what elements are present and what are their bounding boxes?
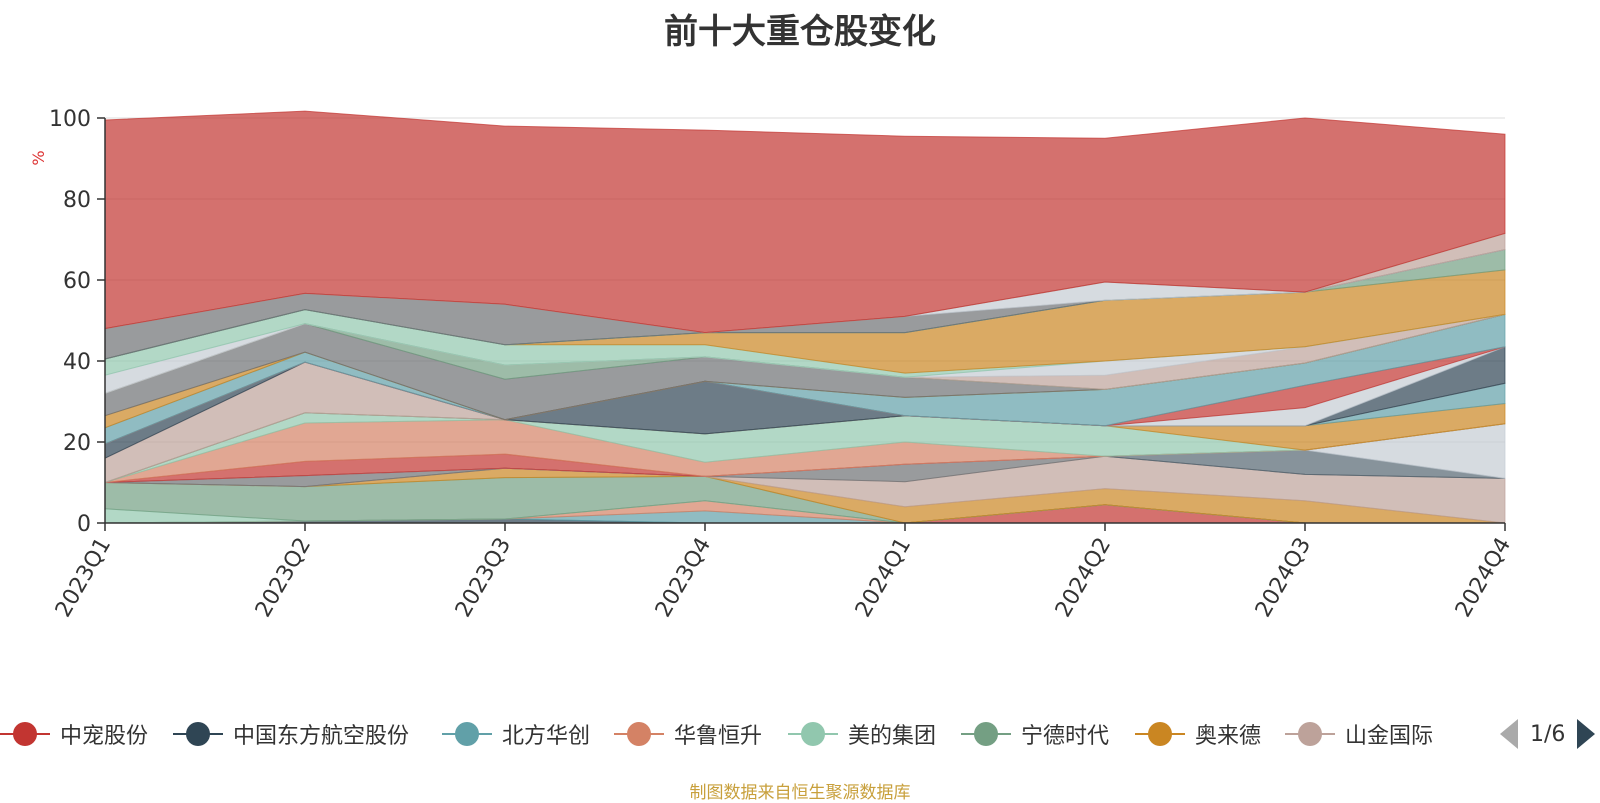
legend-dot (1148, 722, 1172, 746)
legend-dot (974, 722, 998, 746)
legend-marker-icon (1135, 714, 1185, 754)
legend-marker-icon (961, 714, 1011, 754)
legend-item[interactable]: 中国东方航空股份 (173, 714, 409, 754)
legend-item[interactable]: 奥来德 (1135, 714, 1261, 754)
area-series[interactable] (104, 110, 1506, 334)
pager-text: 1/6 (1530, 721, 1566, 747)
pager-next-icon[interactable] (1577, 719, 1596, 749)
legend-item[interactable]: 山金国际 (1285, 714, 1433, 754)
legend-label: 北方华创 (502, 724, 591, 749)
legend-marker-icon (442, 714, 492, 754)
legend-item[interactable]: 华鲁恒升 (614, 714, 762, 754)
legend-dot (627, 722, 651, 746)
x-tick-label: 2023Q2 (251, 534, 316, 622)
legend-item[interactable]: 北方华创 (442, 714, 590, 754)
y-axis-label: % (29, 150, 48, 165)
legend-marker-icon (173, 714, 223, 754)
x-tick-label: 2023Q3 (451, 534, 516, 622)
pager-prev-icon[interactable] (1500, 719, 1518, 749)
legend-item[interactable]: 美的集团 (788, 714, 936, 754)
x-tick-label: 2024Q4 (1451, 534, 1516, 622)
x-tick-label: 2023Q1 (51, 534, 116, 622)
stacked-area-chart: 0 20 40 60 80 100% 2023Q1 2023Q2 2023Q3 2023Q4 202… (29, 107, 1516, 622)
legend-dot (13, 722, 37, 746)
y-tick-label: 20 (63, 431, 91, 456)
x-tick-label: 2024Q2 (1051, 534, 1116, 622)
area-layer (104, 110, 1506, 524)
legend-dot (1298, 722, 1322, 746)
y-tick-label: 80 (63, 188, 91, 213)
legend-label: 奥来德 (1195, 724, 1262, 749)
legend-item[interactable]: 中宠股份 (0, 714, 148, 754)
legend: 中宠股份 中国东方航空股份 北方华创 华鲁恒升 美的集团 宁德时代 奥来德 山金国际 1/6 (0, 706, 1600, 762)
legend-label: 宁德时代 (1021, 724, 1110, 749)
legend-dot (186, 722, 210, 746)
legend-item[interactable]: 宁德时代 (961, 714, 1109, 754)
legend-pager: 1/6 (1500, 714, 1596, 754)
legend-dot (801, 722, 825, 746)
legend-label: 中宠股份 (60, 724, 149, 749)
chart-title: 前十大重仓股变化 (664, 12, 936, 52)
legend-label: 华鲁恒升 (674, 724, 763, 749)
legend-marker-icon (614, 714, 664, 754)
legend-marker-icon (788, 714, 838, 754)
legend-marker-icon (0, 714, 50, 754)
y-tick-label: 0 (77, 512, 91, 537)
source-note: 制图数据来自恒生聚源数据库 (689, 783, 911, 803)
legend-label: 山金国际 (1345, 724, 1434, 749)
x-tick-label: 2024Q3 (1251, 534, 1316, 622)
legend-marker-icon (1285, 714, 1335, 754)
legend-label: 中国东方航空股份 (233, 724, 410, 749)
x-tick-label: 2024Q1 (851, 534, 916, 622)
legend-dot (455, 722, 479, 746)
y-tick-label: 100 (49, 107, 91, 132)
y-tick-label: 40 (63, 350, 91, 375)
legend-label: 美的集团 (848, 724, 937, 749)
x-tick-label: 2023Q4 (651, 534, 716, 622)
y-tick-label: 60 (63, 269, 91, 294)
